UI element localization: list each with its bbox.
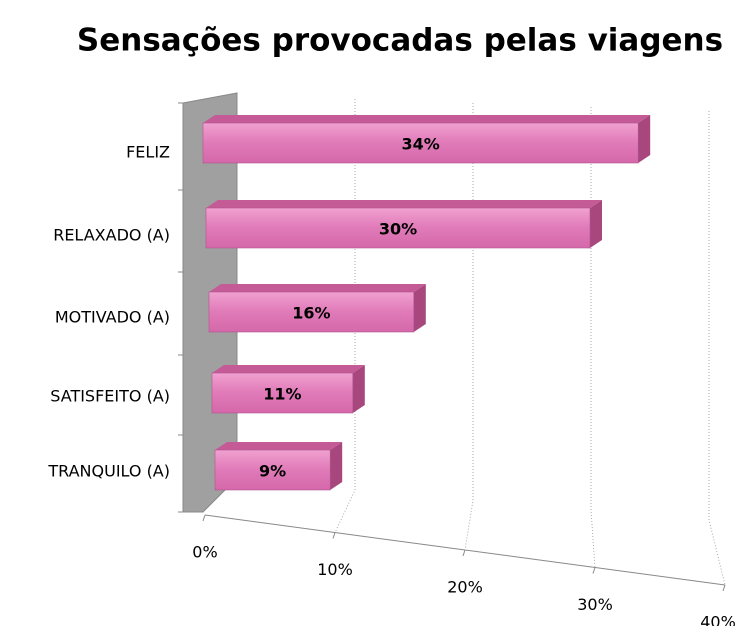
bar-end (638, 115, 651, 163)
value-label: 11% (263, 385, 301, 404)
y-tick-label: FELIZ (126, 143, 170, 162)
bar-end (352, 365, 365, 413)
x-tick (202, 514, 206, 522)
x-tick-label: 0% (192, 543, 217, 562)
x-tick (462, 549, 466, 557)
bar-top (203, 115, 651, 123)
bar-top (215, 442, 343, 450)
y-tick-label: SATISFEITO (A) (50, 387, 170, 406)
y-tick-label: RELAXADO (A) (53, 226, 170, 245)
x-tick (722, 584, 726, 592)
x-tick (332, 532, 336, 539)
grid-line (708, 111, 726, 586)
bar-top (206, 200, 602, 208)
x-tick-label: 40% (700, 613, 736, 626)
chart-title: Sensações provocadas pelas viagens (77, 23, 723, 59)
bar-top (212, 365, 365, 373)
bar (205, 207, 591, 249)
x-tick-label: 10% (317, 560, 353, 579)
value-label: 34% (401, 135, 439, 154)
bar-top (209, 284, 426, 292)
y-tick-label: TRANQUILO (A) (47, 462, 170, 481)
bar-end (590, 200, 602, 248)
y-tick-label: MOTIVADO (A) (55, 308, 170, 327)
value-label: 16% (292, 304, 330, 323)
value-label: 9% (259, 462, 286, 481)
bar (211, 372, 354, 414)
x-tick-label: 30% (577, 595, 613, 614)
x-tick (592, 567, 596, 574)
value-label: 30% (379, 220, 417, 239)
bar (214, 449, 331, 491)
grid-line (590, 107, 596, 568)
bar (208, 291, 415, 333)
x-tick-label: 20% (447, 578, 483, 597)
bar-end (413, 284, 426, 332)
bar-end (330, 442, 343, 490)
grid-line (334, 99, 356, 533)
bar (202, 122, 639, 164)
grid-line (464, 103, 474, 551)
